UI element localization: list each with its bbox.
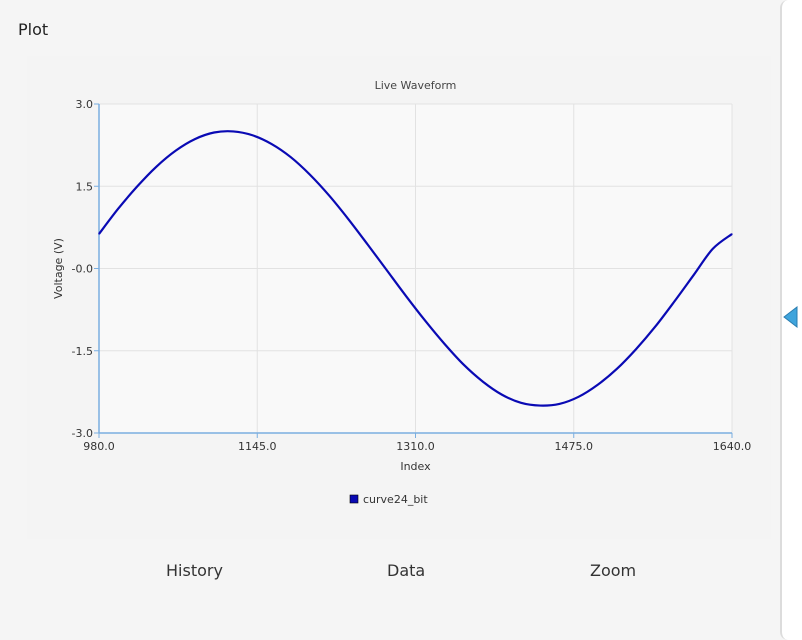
- data-point: [577, 396, 580, 398]
- legend-swatch: [349, 494, 359, 504]
- data-point: [328, 194, 330, 197]
- data-point: [673, 300, 676, 302]
- chevron-left-icon: [783, 305, 798, 329]
- data-point: [386, 269, 388, 271]
- y-axis-label: Voltage (V): [52, 238, 65, 299]
- data-point: [597, 384, 599, 386]
- series-line-curve24_bit: [98, 130, 733, 407]
- y-tick-label: -0.0: [72, 263, 93, 276]
- panel-title: Plot: [18, 20, 49, 39]
- tab-history[interactable]: History: [166, 561, 223, 580]
- data-point: [347, 218, 349, 220]
- data-point: [482, 380, 484, 383]
- data-point: [635, 348, 637, 350]
- x-tick-label: 1475.0: [555, 440, 594, 453]
- data-point: [232, 130, 234, 133]
- data-point: [712, 248, 714, 250]
- drawer-handle[interactable]: [783, 305, 802, 329]
- data-point: [462, 363, 465, 366]
- x-tick-label: 1640.0: [713, 440, 752, 453]
- data-point: [654, 326, 656, 328]
- data-point: [405, 295, 407, 297]
- y-tick-label: 3.0: [76, 98, 94, 111]
- tab-zoom[interactable]: Zoom: [590, 561, 637, 580]
- x-tick-label: 980.0: [83, 440, 115, 453]
- data-point: [539, 404, 541, 407]
- y-tick-label: -1.5: [72, 345, 93, 358]
- data-point: [731, 233, 733, 235]
- chart-card: 980.0 1145.0 1310.0 1475.0 1640.0 3.0 1.5 -0.0 -…: [27, 56, 771, 539]
- data-point: [693, 274, 695, 276]
- data-point: [251, 134, 254, 136]
- chart-title: Live Waveform: [375, 79, 457, 92]
- data-point: [194, 138, 196, 140]
- data-point: [309, 174, 311, 176]
- data-point: [117, 208, 119, 210]
- legend-label: curve24_bit: [363, 493, 428, 506]
- data-point: [520, 402, 522, 404]
- x-tick-label: 1310.0: [396, 440, 435, 453]
- data-point: [98, 233, 100, 235]
- data-point: [175, 150, 177, 152]
- x-tick-label: 1145.0: [238, 440, 277, 453]
- data-point: [290, 156, 292, 158]
- x-axis-label: Index: [400, 460, 431, 473]
- data-point: [136, 185, 138, 187]
- y-tick-label: 1.5: [76, 180, 94, 193]
- waveform-chart: 980.0 1145.0 1310.0 1475.0 1640.0 3.0 1.5 -0.0 -…: [52, 79, 752, 506]
- data-point: [501, 394, 503, 396]
- data-point: [616, 368, 618, 370]
- data-point: [213, 131, 215, 134]
- data-point: [443, 343, 445, 345]
- data-point: [366, 243, 369, 245]
- tab-data[interactable]: Data: [387, 561, 426, 580]
- data-point: [558, 403, 560, 405]
- data-point: [271, 143, 273, 145]
- data-point: [155, 165, 158, 168]
- y-tick-label: -3.0: [72, 427, 93, 440]
- data-point: [424, 319, 426, 322]
